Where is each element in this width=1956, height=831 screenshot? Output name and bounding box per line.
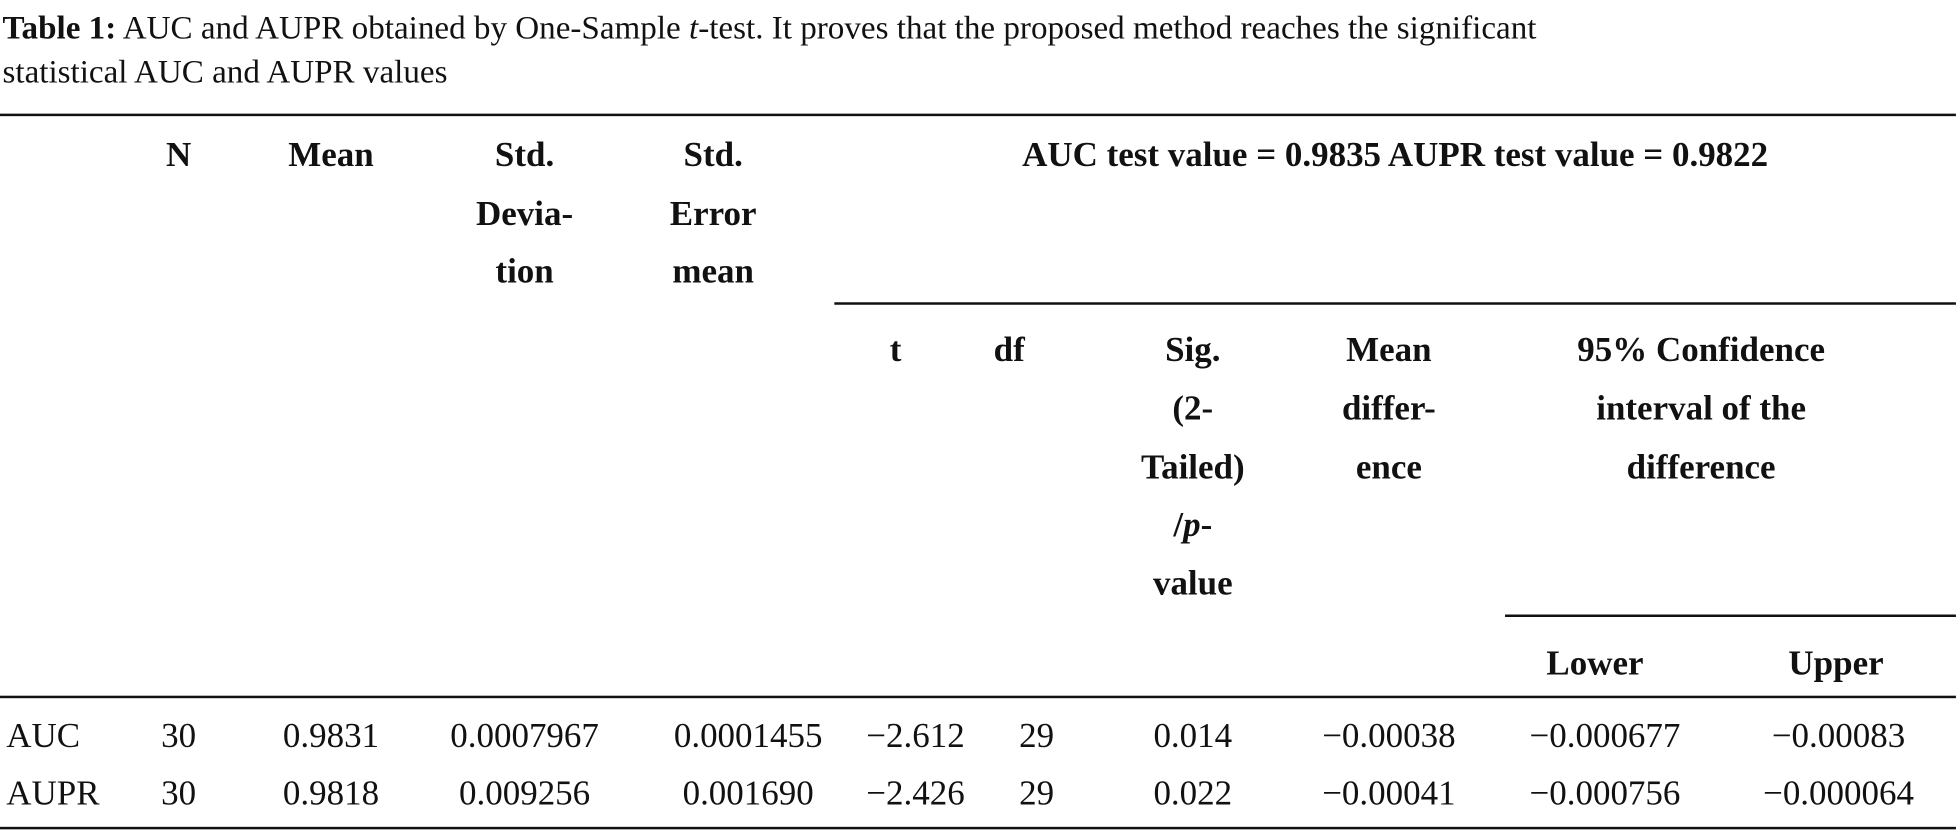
header-cell: Mean bbox=[288, 136, 374, 175]
header-cell: df bbox=[993, 330, 1025, 370]
header-cell: tion bbox=[495, 252, 554, 292]
header-cell: Upper bbox=[1788, 644, 1884, 684]
table-cell: 29 bbox=[1019, 774, 1055, 814]
header-cell: Error bbox=[669, 194, 757, 234]
table-cell: 29 bbox=[1019, 716, 1055, 756]
header-cell: Std. bbox=[494, 136, 555, 175]
header-cell: 95% Confidence bbox=[1577, 330, 1825, 370]
header-cell: Devia- bbox=[476, 194, 574, 234]
rule bbox=[0, 826, 1956, 830]
table-cell: −0.000064 bbox=[1763, 774, 1914, 814]
table-cell: 0.001690 bbox=[682, 774, 814, 814]
header-cell: ence bbox=[1355, 448, 1422, 488]
table-cell: 0.0007967 bbox=[450, 716, 599, 756]
row-label: AUPR bbox=[6, 774, 100, 814]
table-cell: 0.009256 bbox=[459, 774, 591, 814]
header-cell: mean bbox=[672, 252, 754, 292]
header-cell: interval of the bbox=[1596, 389, 1807, 429]
table-cell: 30 bbox=[161, 774, 197, 814]
header-cell: Tailed) bbox=[1140, 448, 1245, 488]
header-text: / bbox=[1173, 505, 1184, 545]
header-cell: Mean bbox=[1346, 330, 1432, 370]
caption: Table 1: AUC and AUPR obtained by One-Sa… bbox=[2, 6, 1536, 93]
header-cell: (2- bbox=[1172, 389, 1214, 429]
caption-text: AUC and AUPR obtained by One-Sample bbox=[122, 8, 689, 47]
table-cell: 30 bbox=[161, 716, 197, 756]
caption-text: -test. It proves that the proposed metho… bbox=[698, 8, 1537, 47]
header-cell: t bbox=[889, 330, 902, 370]
header-cell: differ- bbox=[1341, 389, 1436, 429]
header-cell: value bbox=[1152, 564, 1233, 604]
table-cell: −2.426 bbox=[866, 774, 965, 814]
table-cell: 0.0001455 bbox=[673, 716, 823, 756]
rule bbox=[1505, 614, 1956, 618]
header-text: - bbox=[1200, 505, 1213, 545]
header-text: p bbox=[1183, 505, 1201, 545]
header-cell: N bbox=[165, 136, 192, 175]
table-cell: −0.00041 bbox=[1322, 774, 1456, 814]
table-cell: −0.000677 bbox=[1529, 716, 1681, 756]
table-cell: −0.000756 bbox=[1529, 774, 1681, 814]
caption-text: statistical AUC and AUPR values bbox=[2, 52, 448, 90]
table-cell: −0.00038 bbox=[1322, 716, 1456, 756]
table-cell: 0.9831 bbox=[282, 716, 380, 756]
row-label: AUC bbox=[6, 716, 81, 756]
table-cell: 0.022 bbox=[1153, 774, 1233, 814]
rule bbox=[834, 302, 1956, 305]
caption-italic: t bbox=[688, 8, 699, 47]
header-cell: Sig. bbox=[1165, 330, 1221, 370]
header-cell: /p- bbox=[1173, 508, 1212, 543]
header-cell: Std. bbox=[683, 136, 743, 175]
table-cell: 0.9818 bbox=[282, 774, 380, 814]
rule bbox=[0, 113, 1956, 117]
table-cell: 0.014 bbox=[1153, 716, 1233, 756]
caption-label: Table 1: bbox=[2, 8, 117, 47]
header-cell: AUC test value = 0.9835 AUPR test value … bbox=[1022, 136, 1769, 175]
table-cell: −2.612 bbox=[866, 716, 965, 756]
rule bbox=[0, 695, 1956, 699]
header-cell: difference bbox=[1626, 448, 1776, 488]
table-cell: −0.00083 bbox=[1771, 716, 1906, 756]
header-cell: Lower bbox=[1546, 644, 1644, 684]
